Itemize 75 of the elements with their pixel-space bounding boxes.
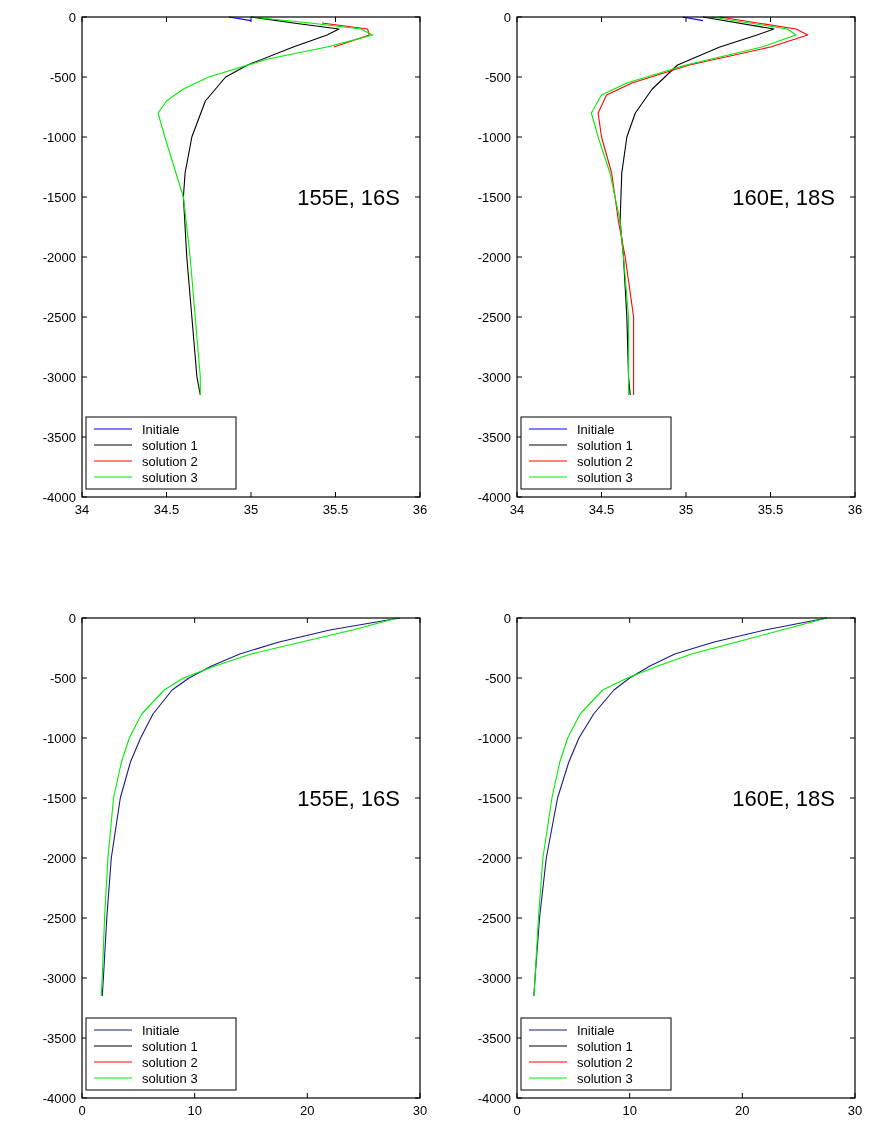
x-tick-label: 10: [187, 1103, 202, 1118]
y-tick-label: -3500: [477, 429, 511, 445]
y-tick-label: -2000: [42, 850, 76, 866]
x-tick-label: 30: [847, 1103, 863, 1118]
y-tick-label: -2500: [477, 309, 511, 325]
x-tick-label: 20: [300, 1103, 315, 1118]
y-tick-label: -500: [49, 69, 76, 85]
y-tick-label: -3500: [42, 429, 76, 445]
legend-label: Initiale: [577, 421, 615, 437]
y-tick-label: -500: [484, 670, 511, 686]
legend-label: solution 2: [142, 1054, 198, 1070]
y-tick-label: -4000: [477, 1090, 511, 1106]
x-tick-label: 34.5: [588, 502, 615, 517]
x-tick-label: 35.5: [322, 502, 349, 517]
y-tick-label: -2000: [477, 850, 511, 866]
y-tick-label: -1500: [42, 189, 76, 205]
y-tick-label: 0: [68, 9, 76, 25]
y-tick-label: -3000: [42, 369, 76, 385]
legend-label: solution 1: [142, 437, 198, 453]
legend-label: solution 2: [142, 453, 198, 469]
annotation: 155E, 16S: [297, 786, 400, 811]
y-tick-label: -3000: [477, 970, 511, 986]
x-tick-label: 36: [412, 502, 428, 517]
x-tick-label: 0: [78, 1103, 86, 1118]
y-tick-label: -2000: [477, 249, 511, 265]
legend-label: solution 1: [142, 1038, 198, 1054]
y-tick-label: -3000: [42, 970, 76, 986]
y-tick-label: 0: [503, 610, 511, 626]
line-series: [321, 22, 370, 48]
legend-label: Initiale: [577, 1022, 615, 1038]
legend-label: Initiale: [142, 1022, 180, 1038]
y-tick-label: -1000: [477, 129, 511, 145]
legend-label: solution 2: [577, 1054, 633, 1070]
legend-label: solution 3: [577, 1070, 633, 1086]
y-tick-label: -3500: [477, 1030, 511, 1046]
legend-label: solution 3: [142, 1070, 198, 1086]
x-tick-label: 35.5: [757, 502, 784, 517]
y-tick-label: -4000: [42, 1090, 76, 1106]
legend-label: solution 2: [577, 453, 633, 469]
x-tick-label: 20: [735, 1103, 750, 1118]
y-tick-label: -1500: [42, 790, 76, 806]
x-tick-label: 36: [847, 502, 863, 517]
x-tick-label: 0: [513, 1103, 521, 1118]
x-tick-label: 35: [243, 502, 259, 517]
annotation: 160E, 18S: [732, 786, 835, 811]
x-tick-label: 34: [509, 502, 525, 517]
y-tick-label: -2500: [42, 910, 76, 926]
y-tick-label: 0: [68, 610, 76, 626]
annotation: 155E, 16S: [297, 185, 400, 210]
y-tick-label: -3500: [42, 1030, 76, 1046]
y-tick-label: -500: [484, 69, 511, 85]
y-tick-label: -1000: [477, 730, 511, 746]
legend-label: solution 1: [577, 437, 633, 453]
y-tick-label: 0: [503, 9, 511, 25]
y-tick-label: -1000: [42, 129, 76, 145]
y-tick-label: -1000: [42, 730, 76, 746]
y-tick-label: -500: [49, 670, 76, 686]
legend-label: solution 3: [142, 469, 198, 485]
x-tick-label: 34: [74, 502, 90, 517]
legend-label: solution 1: [577, 1038, 633, 1054]
y-tick-label: -2500: [42, 309, 76, 325]
legend-label: solution 3: [577, 469, 633, 485]
y-tick-label: -4000: [42, 489, 76, 505]
y-tick-label: -2500: [477, 910, 511, 926]
x-tick-label: 10: [622, 1103, 637, 1118]
y-tick-label: -3000: [477, 369, 511, 385]
y-tick-label: -4000: [477, 489, 511, 505]
legend-label: Initiale: [142, 421, 180, 437]
x-tick-label: 34.5: [153, 502, 180, 517]
y-tick-label: -1500: [477, 790, 511, 806]
x-tick-label: 30: [412, 1103, 428, 1118]
x-tick-label: 35: [678, 502, 694, 517]
annotation: 160E, 18S: [732, 185, 835, 210]
y-tick-label: -1500: [477, 189, 511, 205]
y-tick-label: -2000: [42, 249, 76, 265]
